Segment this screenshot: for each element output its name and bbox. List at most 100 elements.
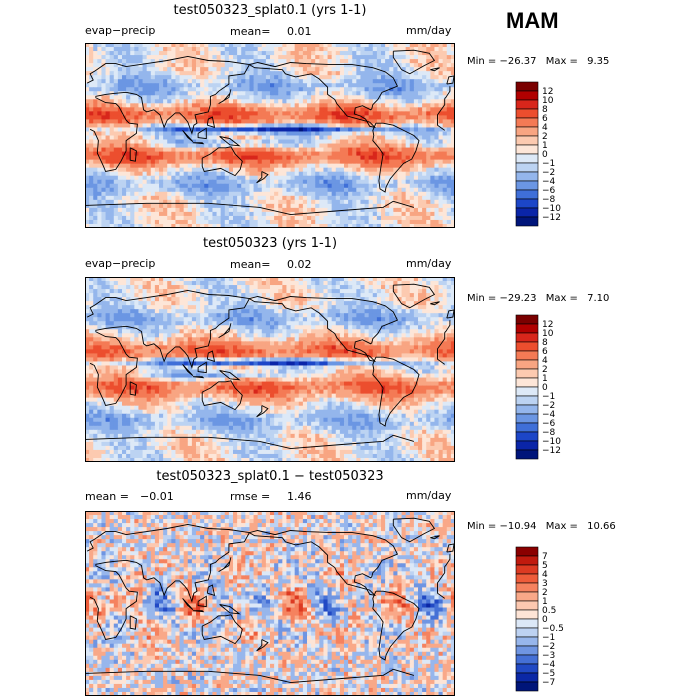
field-cell	[117, 63, 123, 68]
field-cell	[257, 127, 263, 133]
field-cell	[212, 163, 218, 169]
field-cell	[348, 187, 353, 193]
field-cell	[319, 167, 325, 173]
field-cell	[257, 163, 263, 169]
field-cell	[274, 285, 279, 290]
field-cell	[265, 123, 271, 129]
field-cell	[282, 95, 288, 100]
field-cell	[372, 293, 378, 298]
field-cell	[409, 293, 415, 298]
field-cell	[97, 151, 103, 157]
field-cell	[405, 95, 411, 100]
field-cell	[142, 79, 148, 84]
field-cell	[179, 187, 185, 193]
field-cell	[450, 119, 455, 125]
coastline	[201, 146, 243, 177]
field-cell	[101, 63, 107, 68]
field-cell	[413, 191, 419, 197]
field-cell	[146, 163, 152, 169]
field-cell	[97, 297, 103, 302]
field-cell	[109, 199, 115, 205]
field-cell	[434, 223, 440, 228]
colorbar-tick-label: −12	[542, 213, 561, 223]
field-cell	[253, 75, 259, 80]
field-cell	[335, 171, 341, 177]
field-cell	[109, 107, 115, 112]
field-cell	[352, 51, 357, 56]
field-cell	[257, 43, 263, 48]
field-cell	[315, 277, 320, 282]
field-cell	[348, 115, 353, 121]
field-cell	[442, 59, 448, 64]
field-cell	[241, 151, 246, 157]
field-cell	[220, 111, 226, 116]
field-cell	[146, 147, 152, 153]
field-cell	[89, 79, 94, 84]
field-cell	[286, 195, 292, 201]
field-cell	[397, 293, 403, 298]
field-cell	[249, 59, 255, 64]
field-cell	[113, 99, 119, 104]
field-cell	[113, 297, 119, 302]
field-cell	[409, 123, 415, 129]
field-cell	[270, 43, 275, 48]
field-cell	[212, 297, 218, 302]
field-cell	[360, 59, 366, 64]
field-cell	[372, 59, 378, 64]
field-cell	[364, 301, 370, 306]
field-cell	[270, 293, 275, 298]
field-cell	[442, 47, 448, 52]
field-cell	[409, 215, 415, 221]
field-cell	[204, 67, 209, 72]
field-cell	[261, 301, 267, 306]
field-cell	[331, 127, 337, 133]
field-cell	[307, 219, 312, 225]
field-cell	[245, 159, 251, 165]
field-cell	[233, 135, 238, 141]
field-cell	[422, 67, 427, 72]
field-cell	[261, 131, 267, 137]
field-cell	[302, 43, 308, 48]
field-cell	[405, 159, 411, 165]
field-cell	[282, 75, 288, 80]
field-cell	[278, 91, 283, 96]
field-cell	[249, 211, 255, 217]
field-cell	[335, 119, 341, 125]
field-cell	[430, 179, 436, 185]
field-cell	[171, 191, 177, 197]
field-cell	[376, 289, 382, 294]
field-cell	[241, 301, 246, 306]
field-cell	[228, 139, 234, 145]
field-cell	[196, 171, 201, 177]
field-cell	[376, 187, 382, 193]
field-cell	[389, 293, 394, 298]
field-cell	[372, 43, 378, 48]
min-label: Min =	[467, 293, 500, 304]
field-cell	[101, 87, 107, 92]
field-cell	[323, 309, 329, 314]
field-cell	[446, 111, 452, 116]
field-cell	[163, 143, 168, 149]
field-cell	[183, 139, 189, 145]
field-cell	[430, 219, 436, 225]
field-cell	[138, 305, 144, 310]
field-cell	[241, 285, 246, 290]
field-cell	[126, 195, 131, 201]
field-cell	[389, 281, 394, 286]
field-cell	[122, 195, 127, 201]
field-cell	[294, 203, 300, 209]
field-cell	[434, 91, 440, 96]
field-cell	[294, 55, 300, 60]
field-cell	[302, 71, 308, 76]
field-cell	[426, 131, 431, 137]
field-cell	[265, 191, 271, 197]
field-cell	[89, 289, 94, 294]
field-cell	[191, 171, 197, 177]
field-cell	[442, 277, 448, 282]
field-cell	[224, 199, 230, 205]
field-cell	[105, 127, 111, 133]
field-cell	[261, 223, 267, 228]
field-cell	[385, 127, 390, 133]
field-cell	[126, 215, 131, 221]
field-cell	[85, 199, 90, 205]
